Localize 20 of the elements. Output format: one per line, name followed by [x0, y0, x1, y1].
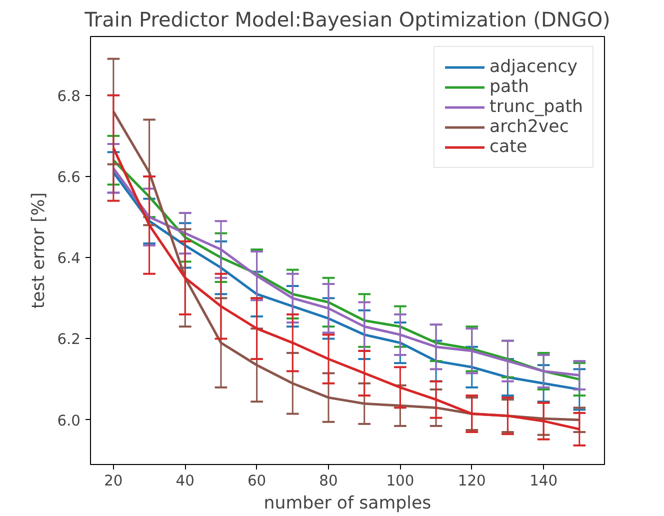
y-tick-label: 6.2	[57, 331, 81, 348]
y-tick-label: 6.0	[57, 412, 81, 430]
chart-title: Train Predictor Model:Bayesian Optimization (DNGO)	[84, 8, 610, 32]
y-axis-title: test error [%]	[29, 192, 50, 309]
y-tick-label: 6.8	[57, 88, 81, 105]
y-tick-label: 6.6	[57, 168, 81, 186]
legend-label: arch2vec	[490, 117, 569, 137]
x-tick-label: 140	[530, 472, 558, 490]
legend-label: path	[490, 77, 529, 97]
y-tick-label: 6.4	[57, 250, 81, 268]
x-tick-label: 100	[386, 472, 414, 490]
x-tick-label: 60	[247, 472, 266, 490]
legend-label: adjacency	[490, 57, 578, 77]
x-tick-label: 40	[176, 472, 194, 490]
legend-label: trunc_path	[490, 97, 583, 117]
x-tick-label: 80	[319, 472, 338, 490]
x-axis-title: number of samples	[264, 494, 432, 514]
legend-label: cate	[490, 137, 528, 157]
x-tick-label: 120	[458, 472, 486, 490]
x-tick-label: 20	[104, 472, 123, 490]
